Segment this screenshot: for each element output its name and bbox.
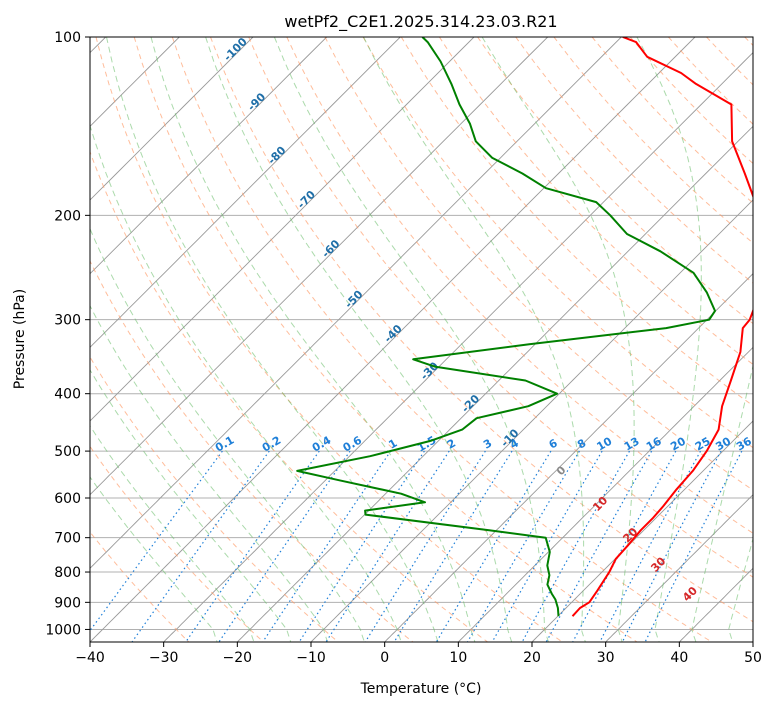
x-tick-label: −30 [149,650,179,666]
isotherm-line [90,37,622,569]
moist-adiabat-line [273,37,550,642]
x-tick-label: 0 [380,650,389,666]
moist-adiabat-line [90,425,255,642]
dry-adiabat-line [248,37,753,578]
dry-adiabat-line [438,37,753,366]
y-tick-label: 600 [54,491,81,507]
dry-adiabat-line [400,37,753,407]
dry-adiabat-line [477,37,753,325]
dry-adiabat-line [171,37,713,642]
temperature-line [571,37,753,617]
dry-adiabat-line [210,37,753,623]
mixing-ratio-line [521,450,631,642]
moist-adiabat-line [636,37,702,642]
mixing-ratio-line [466,450,580,642]
y-tick-label: 100 [54,30,81,46]
x-tick-label: 20 [523,650,541,666]
x-axis-label: Temperature (°C) [360,681,482,697]
moist-adiabat-line [205,37,513,642]
y-tick-label: 400 [54,387,81,403]
mixing-ratio-line [218,450,351,642]
moist-adiabat-line [481,37,635,642]
dry-adiabat-line [90,150,489,642]
chart-title: wetPf2_C2E1.2025.314.23.03.R21 [284,12,557,32]
y-tick-label: 500 [54,444,81,460]
mixing-ratio-line [325,450,450,642]
moist-adiabat-line [691,363,753,642]
x-tick-label: 10 [449,650,467,666]
dry-adiabat-line [286,37,753,534]
isotherm-line [90,37,401,348]
data-series [296,37,753,617]
mixing-ratio-line [491,450,603,642]
y-axis-label: Pressure (hPa) [12,289,28,389]
y-tick-label: 800 [54,565,81,581]
x-tick-label: −40 [75,650,105,666]
moist-adiabat-line [150,37,476,642]
isotherm-line [531,420,753,642]
x-tick-label: −10 [296,650,326,666]
x-tick-label: 40 [670,650,688,666]
mixing-ratio-line [90,450,223,632]
moist-adiabat-line [90,227,365,642]
y-tick-label: 700 [54,531,81,547]
isotherm-line [236,125,753,642]
y-tick-label: 900 [54,595,81,611]
mixing-ratio-line [572,450,677,642]
x-axis: −40 −30 −20 −10 0 10 20 30 40 50 [75,642,762,666]
mixing-ratio-line [545,450,653,642]
x-tick-label: −20 [223,650,253,666]
isotherm-line [90,37,696,642]
dry-adiabat-line [90,531,190,642]
moist-adiabat-line [90,124,402,642]
y-tick-label: 300 [54,313,81,329]
isotherm-line [163,52,753,642]
dry-adiabat-line [90,259,414,642]
y-tick-label: 200 [54,208,81,224]
background-lines [90,37,753,642]
mixing-ratio-line [298,450,425,642]
mixing-ratio-line [131,450,270,642]
plot-frame [89,36,754,643]
mixing-ratio-line [435,450,552,642]
isotherm-line [310,199,753,642]
isotherm-line [678,567,753,642]
isotherm-line [384,273,753,642]
x-tick-label: 50 [744,650,762,666]
y-tick-label: 1000 [45,622,81,638]
moist-adiabat-line [90,476,218,642]
mixing-ratio-line [644,450,743,642]
moist-adiabat-line [90,304,329,642]
isotherm-line [605,494,753,642]
moist-adiabat-line [106,37,439,642]
mixing-ratio-label: 36 [734,434,754,453]
dry-adiabat-line [90,445,265,642]
dry-adiabat-line [95,37,564,642]
y-axis: 100 200 300 400 500 600 700 800 900 1000 [45,30,90,638]
isotherm-line [90,37,475,422]
x-tick-label: 30 [597,650,615,666]
dry-adiabat-line [90,356,339,642]
moist-adiabat-line [363,37,586,642]
dry-adiabat-line [133,37,638,642]
dewpoint-line [296,37,716,617]
mixing-ratio-line [393,450,513,642]
isotherm-line [90,37,549,496]
